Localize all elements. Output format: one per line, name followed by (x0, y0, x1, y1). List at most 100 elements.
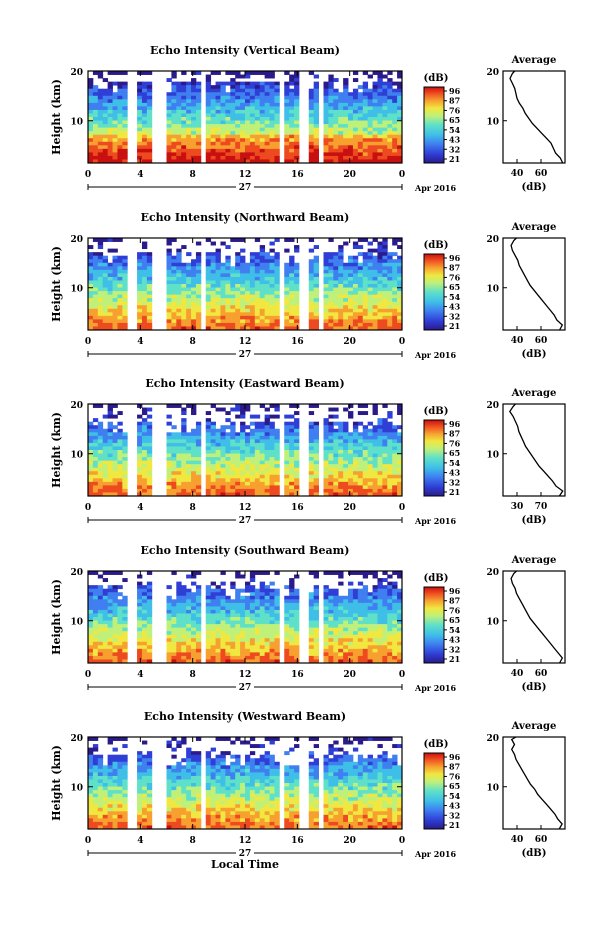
heatmap-cell (357, 95, 364, 100)
heatmap-cell (308, 106, 315, 111)
heatmap-cell (225, 425, 231, 430)
heatmap-cell (259, 269, 266, 274)
heatmap-cell (343, 319, 349, 324)
heatmap-cell (210, 645, 216, 650)
heatmap-cell (343, 606, 349, 611)
heatmap-cell (269, 117, 275, 121)
heatmap-cell (372, 432, 378, 437)
heatmap-cell (274, 280, 280, 285)
heatmap-cell (249, 255, 256, 260)
heatmap-cell (146, 81, 153, 86)
heatmap-cell (313, 298, 319, 303)
heatmap-cell (225, 148, 231, 153)
heatmap-cell (102, 439, 109, 444)
heatmap-cell (264, 602, 270, 607)
heatmap-cell (397, 478, 403, 483)
heatmap-cell (176, 117, 182, 121)
heatmap-cell (210, 606, 216, 611)
heatmap-cell (102, 141, 109, 146)
heatmap-cell (195, 117, 202, 121)
heatmap-cell (230, 481, 236, 486)
heatmap-cell (372, 457, 378, 462)
heatmap-cell (191, 581, 197, 586)
heatmap-cell (240, 488, 246, 493)
heatmap-cell (230, 581, 236, 586)
heatmap-cell (112, 460, 118, 465)
heatmap-cell (245, 485, 251, 490)
heatmap-cell (171, 467, 177, 472)
heatmap-cell (137, 648, 143, 653)
heatmap-cell (284, 88, 290, 93)
heatmap-cell (343, 627, 349, 632)
heatmap-cell (195, 131, 202, 136)
heatmap-cell (97, 446, 104, 451)
heatmap-cell (171, 127, 177, 132)
heatmap-cell (352, 659, 359, 664)
heatmap-cell (284, 322, 290, 327)
heatmap-cell (205, 464, 212, 469)
heatmap-cell (225, 315, 231, 320)
heatmap-cell (274, 99, 280, 104)
heatmap-cell (210, 421, 216, 426)
profile-title: Average (511, 222, 557, 233)
heatmap-cell (235, 595, 241, 600)
heatmap-cell (323, 457, 329, 462)
heatmap-cell (254, 88, 261, 93)
heatmap-cell (112, 474, 118, 479)
heatmap-cell (146, 322, 153, 327)
profile-title: Average (511, 55, 557, 66)
heatmap-cell (362, 627, 369, 632)
colorbar-tick-label: 96 (449, 419, 461, 429)
heatmap-cell (112, 301, 118, 306)
heatmap-cell (308, 95, 315, 100)
heatmap-cell (254, 315, 261, 320)
heatmap-cell (397, 148, 403, 153)
heatmap-cell (338, 138, 344, 143)
heatmap-cell (397, 269, 403, 274)
heatmap-cell (387, 326, 393, 331)
heatmap-cell (264, 106, 270, 111)
heatmap-cell (254, 485, 261, 490)
heatmap-cell (289, 124, 295, 129)
heatmap-cell (92, 648, 99, 653)
heatmap-cell (235, 407, 241, 412)
heatmap-cell (141, 106, 148, 111)
heatmap-cell (308, 319, 315, 324)
heatmap-cell (141, 631, 148, 636)
heatmap-cell (181, 245, 187, 250)
heatmap-cell (269, 134, 275, 139)
heatmap-cell (387, 485, 393, 490)
heatmap-cell (392, 109, 398, 114)
heatmap-cell (230, 155, 236, 160)
heatmap-cell (308, 485, 315, 490)
heatmap-cell (210, 659, 216, 664)
heatmap-cell (259, 291, 266, 296)
heatmap-cell (274, 613, 280, 618)
heatmap-cell (269, 478, 275, 483)
heatmap-cell (191, 627, 197, 632)
heatmap-cell (259, 326, 266, 331)
heatmap-cell (362, 294, 369, 299)
heatmap-cell (357, 481, 364, 486)
heatmap-cell (97, 488, 104, 493)
heatmap-cell (254, 464, 261, 469)
heatmap-cell (210, 315, 216, 320)
heatmap-cell (191, 315, 197, 320)
heatmap-cell (387, 117, 393, 121)
heatmap-cell (137, 478, 143, 483)
heatmap-cell (348, 131, 354, 136)
heatmap-cell (289, 421, 295, 426)
heatmap-cell (97, 592, 104, 597)
heatmap-cell (284, 99, 290, 104)
heatmap-cell (181, 99, 187, 104)
heatmap-cell (308, 425, 315, 430)
heatmap-cell (269, 145, 275, 150)
heatmap-cell (352, 609, 359, 614)
heatmap-cell (249, 301, 256, 306)
heatmap-cell (141, 102, 148, 107)
heatmap-cell (210, 435, 216, 440)
heatmap-cell (357, 155, 364, 160)
heatmap-cell (259, 659, 266, 664)
heatmap-cell (141, 294, 148, 299)
heatmap-cell (122, 117, 128, 121)
